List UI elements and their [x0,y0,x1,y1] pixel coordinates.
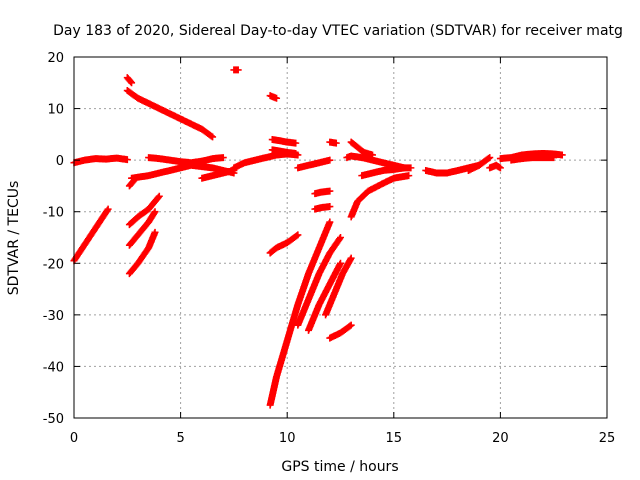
point-markers [123,74,136,87]
x-tick-label: 25 [599,431,616,446]
series-arc-07 [125,192,163,229]
series-arc-28 [347,138,376,159]
series-arc-02 [70,205,112,265]
point-markers [198,166,238,182]
point-markers [294,234,344,329]
series-arc-18 [266,218,334,409]
series-arc-33 [486,161,504,172]
point-markers [266,231,302,257]
series-arc-29 [347,172,413,221]
point-markers [347,138,376,159]
y-tick-label: -40 [43,360,64,375]
y-tick-label: -30 [43,309,64,324]
x-tick-label: 15 [386,431,403,446]
y-tick-label: -50 [43,412,64,427]
axis-ticks: 0 5 10 15 20 25 20 10 0 -10 -20 -30 -40 -50 [43,51,616,446]
point-markers [125,177,138,190]
x-tick-label: 0 [70,431,78,446]
series-arc-13 [266,92,281,102]
point-markers [294,156,334,172]
x-tick-label: 5 [176,431,184,446]
series-arc-21 [305,259,344,334]
point-markers [347,172,413,221]
x-axis-label: GPS time / hours [281,459,398,475]
point-markers [266,92,281,102]
series-arc-19 [266,231,302,257]
series-arc-26 [326,138,340,147]
series-arc-23 [326,321,355,342]
y-tick-label: -10 [43,206,64,221]
y-tick-label: 10 [47,103,64,118]
series-arc-24 [311,187,334,198]
series-arc-17 [294,156,334,172]
plot-frame [73,56,608,419]
point-markers [326,138,340,147]
point-markers [123,87,217,141]
chart-title: Day 183 of 2020, Sidereal Day-to-day VTE… [53,23,623,39]
series-arc-09 [125,228,159,278]
series-arc-08 [125,208,159,249]
series-arc-16 [268,146,300,157]
point-markers [358,164,415,180]
point-markers [326,321,355,342]
series-arc-20 [294,234,344,329]
point-markers [486,161,504,172]
series-arc-35 [507,154,558,164]
series-arc-32 [464,154,494,174]
x-tick-label: 20 [492,431,509,446]
series-arc-04 [123,74,136,87]
y-tick-label: 20 [47,51,64,66]
point-markers [311,187,334,198]
point-markers [305,259,344,334]
point-markers [230,66,242,74]
series-arc-10 [125,177,138,190]
point-markers [322,254,355,319]
y-tick-label: -20 [43,257,64,272]
point-markers [125,192,163,229]
series-arc-22 [322,254,355,319]
series-arc-12 [230,66,242,74]
y-axis-label: SDTVAR / TECUs [6,181,22,296]
series-arc-25 [311,203,334,213]
x-tick-label: 10 [279,431,296,446]
point-markers [70,205,112,265]
point-markers [268,136,300,147]
y-tick-label: 0 [56,154,64,169]
point-markers [464,154,494,174]
series-arc-15 [268,136,300,147]
point-markers [311,203,334,213]
point-markers [268,146,300,157]
point-markers [266,218,334,409]
series-arc-11 [198,166,238,182]
point-markers [125,228,159,278]
series-arc-03 [123,87,217,141]
data-points [70,66,566,409]
series-arc-30 [358,164,415,180]
point-markers [125,208,159,249]
point-markers [507,154,558,164]
